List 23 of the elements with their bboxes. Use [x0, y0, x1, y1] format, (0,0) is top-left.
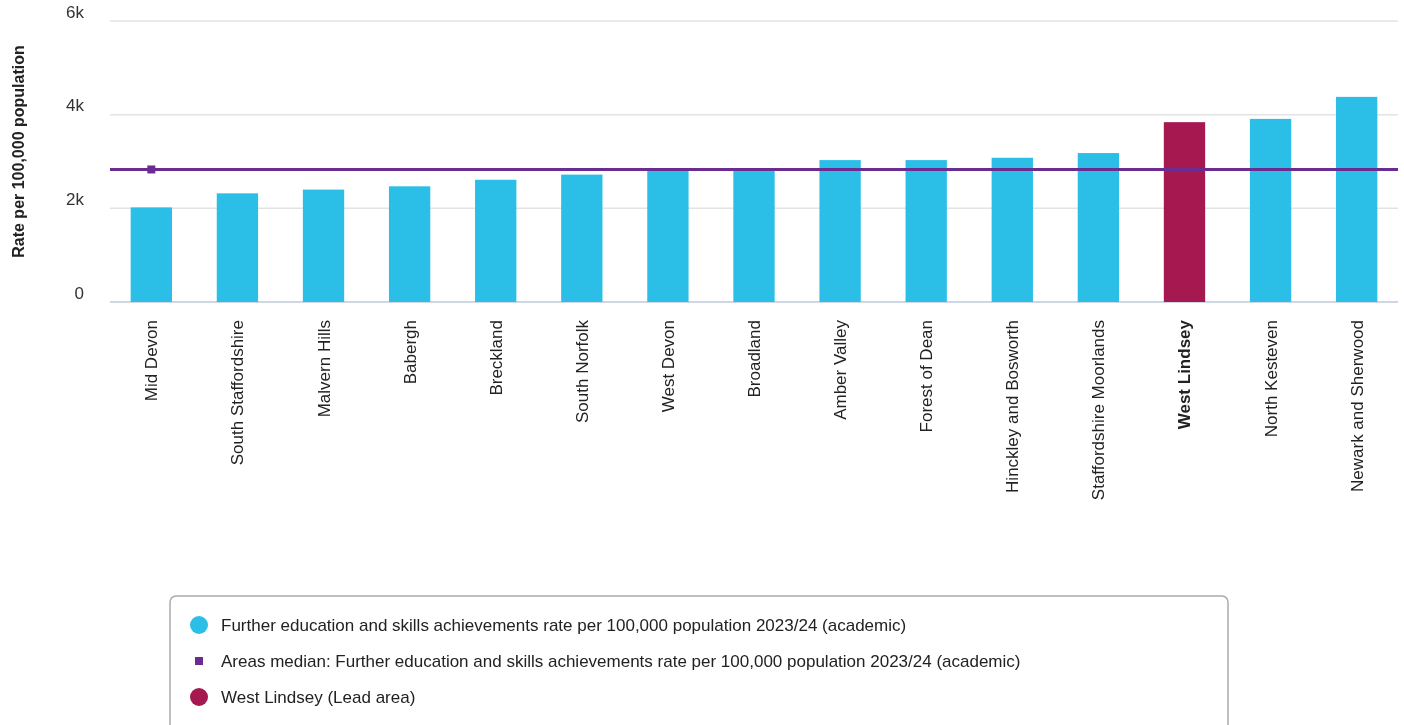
- x-tick-label: West Devon: [658, 320, 678, 413]
- x-tick-label: South Staffordshire: [228, 320, 248, 466]
- x-tick-label: Hinckley and Bosworth: [1003, 320, 1023, 493]
- y-tick-label: 6k: [66, 2, 85, 22]
- legend-label: Areas median: Further education and skills achievements rate per 100,000 population 2023/24 (academic): [221, 651, 1021, 671]
- x-tick-label: Amber Valley: [831, 319, 851, 420]
- y-axis-title: Rate per 100,000 population: [10, 45, 27, 258]
- x-tick-label: Malvern Hills: [314, 320, 334, 418]
- y-tick-label: 2k: [66, 189, 85, 209]
- y-tick-label: 4k: [66, 96, 85, 116]
- x-tick-label: Forest of Dean: [917, 320, 937, 433]
- x-tick-label: Babergh: [400, 320, 420, 385]
- x-tick-label: Broadland: [745, 320, 764, 398]
- legend-label: West Lindsey (Lead area): [221, 687, 416, 707]
- x-tick-label: West Lindsey: [1175, 319, 1195, 430]
- x-tick-label: Mid Devon: [142, 320, 162, 402]
- y-tick-label: 0: [74, 283, 84, 303]
- x-tick-label: South Norfolk: [572, 319, 592, 423]
- x-tick-label: Newark and Sherwood: [1347, 320, 1367, 492]
- x-tick-label: Staffordshire Moorlands: [1089, 320, 1109, 501]
- legend-label: Further education and skills achievements rate per 100,000 population 2023/24 (academic): [221, 615, 907, 635]
- x-tick-label: North Kesteven: [1261, 320, 1281, 438]
- x-tick-label: Breckland: [486, 320, 506, 396]
